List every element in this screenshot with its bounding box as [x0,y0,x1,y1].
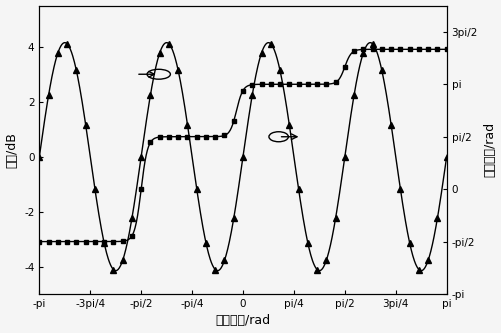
X-axis label: 输入相位/rad: 输入相位/rad [215,314,270,327]
Y-axis label: 输出相位/rad: 输出相位/rad [482,122,495,177]
Y-axis label: 增益/dB: 增益/dB [6,132,19,168]
